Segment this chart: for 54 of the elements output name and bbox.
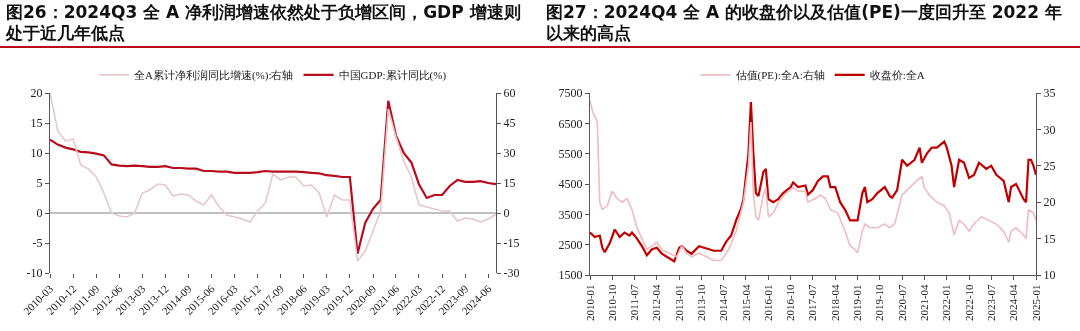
y2-tick-label: 45 [503,116,516,131]
y-tick-label: -10 [26,266,43,281]
y-tick-label: 5500 [558,146,583,161]
x-tick-label: 2023-07 [984,283,997,322]
y-tick-label: 10 [30,146,43,161]
x-tick-label: 2013-01 [672,284,685,322]
x-tick-label: 2013-10 [695,283,708,322]
x-tick-label: 2022-10 [962,283,975,322]
y-tick-label: 0 [36,206,43,221]
y-tick-label: 3500 [558,207,583,222]
y2-tick-label: 30 [1043,122,1056,137]
y-tick-label: 7500 [558,86,583,101]
x-tick-label: 2022-01 [940,284,953,322]
y2-tick-label: 35 [1043,86,1056,101]
y-tick-label: 5 [36,176,43,191]
x-tick-label: 2024-04 [1007,283,1020,322]
y-tick-label: 20 [30,86,43,101]
y-tick-label: 2500 [558,237,583,252]
x-tick-label: 2012-04 [650,283,663,322]
y2-tick-label: -15 [503,236,520,251]
x-tick-label: 2010-10 [605,283,618,322]
y2-tick-label: 15 [503,176,516,191]
y2-tick-label: 20 [1043,195,1056,210]
y2-tick-label: -30 [503,266,520,281]
y2-tick-label: 10 [1043,268,1056,283]
x-tick-label: 2019-01 [851,284,864,322]
x-tick-label: 2015-04 [739,283,752,322]
x-tick-label: 2011-07 [628,283,641,321]
x-tick-label: 2016-10 [784,283,797,322]
x-tick-label: 2016-01 [761,284,774,322]
x-tick-label: 2020-07 [895,283,908,322]
legend-label: 全A累计净利润同比增速(%):右轴 [134,69,294,83]
y2-tick-label: 0 [503,206,510,221]
y2-tick-label: 25 [1043,159,1056,173]
y-tick-label: 1500 [558,268,583,283]
y-tick-label: 15 [30,116,43,131]
x-tick-label: 2021-04 [917,283,930,322]
x-tick-label: 2025-01 [1029,284,1042,322]
chart-title: 图26：2024Q3 全 A 净利润增速依然处于负增区间，GDP 增速则处于近几年低点 [0,0,540,48]
x-tick-label: 2010-01 [583,284,596,322]
legend-label: 收盘价:全A [869,69,925,82]
x-tick-label: 2019-10 [873,283,886,322]
legend-label: 中国GDP:累计同比(%) [338,69,447,83]
chart-title: 图27：2024Q4 全 A 的收盘价以及估值(PE)一度回升至 2022 年以来的高点 [540,0,1080,48]
y2-tick-label: 60 [503,86,516,101]
legend-label: 估值(PE):全A:右轴 [735,69,825,83]
x-tick-label: 2014-07 [717,283,730,322]
y2-tick-label: 15 [1043,231,1056,246]
y-tick-label: 6500 [558,116,583,131]
y2-tick-label: 30 [503,146,516,161]
y-tick-label: 4500 [558,177,583,192]
y-tick-label: -5 [32,236,43,251]
x-tick-label: 2017-07 [806,283,819,322]
x-tick-label: 2018-04 [828,283,841,322]
